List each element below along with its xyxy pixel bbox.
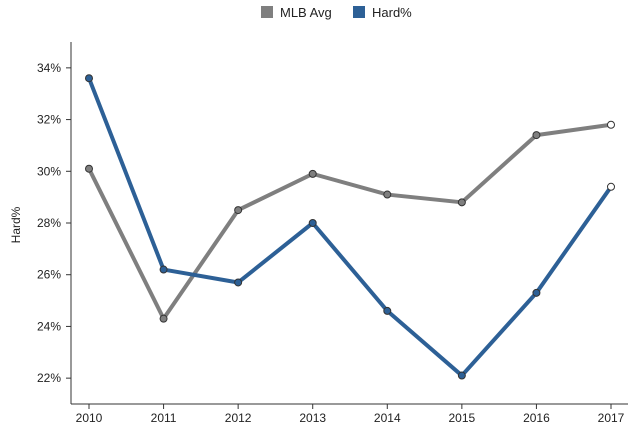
- y-tick-label: 32%: [37, 113, 61, 127]
- y-tick-label: 24%: [37, 319, 61, 333]
- series-1: [85, 74, 615, 380]
- series-layer: [85, 74, 615, 380]
- series-line: [87, 76, 613, 378]
- data-point[interactable]: [159, 265, 168, 274]
- x-tick-label: 2016: [523, 411, 550, 425]
- data-point[interactable]: [85, 74, 93, 83]
- x-tick-label: 2017: [598, 411, 625, 425]
- x-tick-label: 2015: [449, 411, 476, 425]
- x-tick-label: 2010: [76, 411, 103, 425]
- data-point[interactable]: [532, 288, 541, 297]
- data-point[interactable]: [607, 182, 615, 191]
- y-tick-label: 22%: [37, 371, 61, 385]
- data-point[interactable]: [383, 306, 392, 315]
- x-axis: 2010 2011 2012 2013 2014 2015 2016 2017: [71, 403, 628, 425]
- data-point[interactable]: [234, 206, 243, 215]
- y-tick-label: 26%: [37, 268, 61, 282]
- x-tick-label: 2013: [299, 411, 326, 425]
- data-point[interactable]: [457, 198, 466, 207]
- legend: MLB Avg Hard%: [261, 5, 412, 20]
- data-point[interactable]: [457, 371, 466, 380]
- legend-swatch: [353, 6, 365, 18]
- x-tick-label: 2014: [374, 411, 401, 425]
- y-tick-label: 34%: [37, 61, 61, 75]
- data-point[interactable]: [308, 219, 317, 227]
- data-point[interactable]: [383, 190, 392, 199]
- legend-item[interactable]: MLB Avg: [261, 5, 332, 20]
- x-tick-label: 2011: [151, 411, 177, 425]
- y-tick-label: 28%: [37, 216, 61, 230]
- data-point[interactable]: [308, 169, 317, 178]
- data-point[interactable]: [159, 314, 168, 323]
- data-point[interactable]: [234, 278, 243, 287]
- data-point[interactable]: [85, 164, 93, 173]
- legend-label: MLB Avg: [280, 5, 332, 20]
- y-axis-title: Hard%: [9, 206, 23, 243]
- legend-item[interactable]: Hard%: [353, 5, 412, 20]
- y-tick-label: 30%: [37, 164, 61, 178]
- data-point[interactable]: [607, 120, 615, 129]
- legend-label: Hard%: [372, 5, 412, 20]
- x-tick-label: 2012: [225, 411, 252, 425]
- legend-swatch: [261, 6, 273, 18]
- series-line: [87, 122, 613, 321]
- y-axis: 22% 24% 26% 28% 30% 32% 34%: [37, 42, 72, 404]
- data-point[interactable]: [532, 131, 541, 140]
- series-0: [85, 120, 615, 323]
